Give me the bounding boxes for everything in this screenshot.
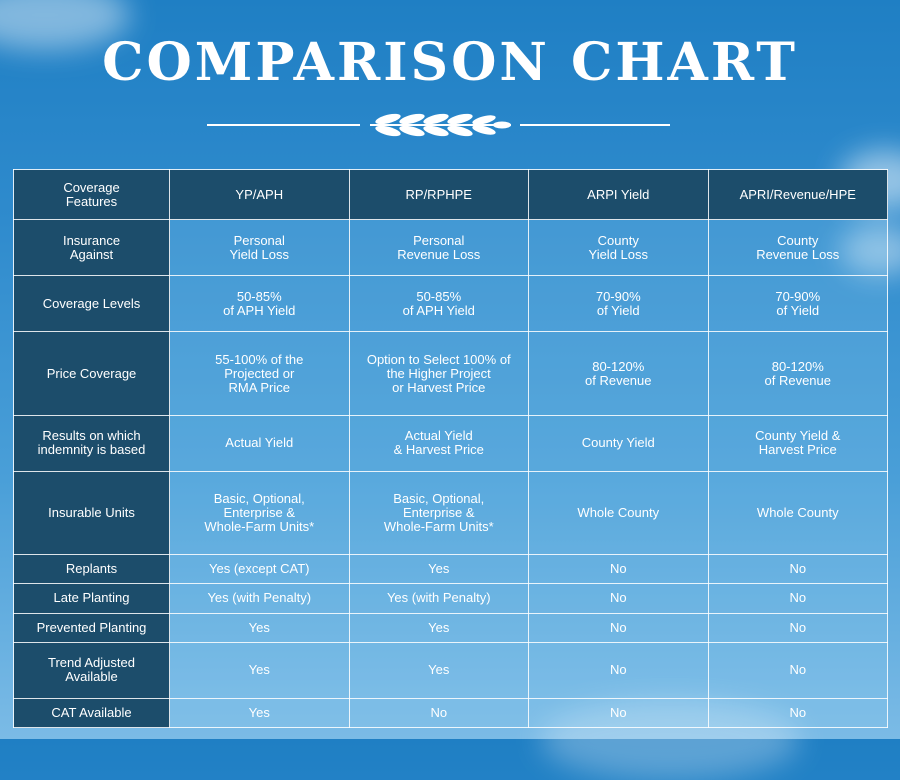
table-cell: Yes (with Penalty) (169, 583, 350, 614)
table-header-row: Coverage Features YP/APH RP/RPHPE ARPI Y… (13, 169, 888, 220)
table-row: Insurance Against Personal Yield Loss Pers… (13, 218, 888, 277)
table-cell: Yes (169, 612, 350, 643)
table-cell: No (348, 697, 529, 729)
table-cell: County Revenue Loss (707, 218, 888, 277)
row-header-cell: Replants (13, 554, 170, 585)
table-cell: No (707, 583, 888, 614)
row-header-cell: Late Planting (13, 583, 170, 614)
table-row: Price Coverage 55-100% of the Projected o… (13, 331, 888, 416)
row-header-cell: CAT Available (13, 697, 170, 729)
table-cell: Yes (169, 697, 350, 729)
row-header-cell: Trend Adjusted Available (13, 641, 170, 699)
table-cell: No (528, 612, 709, 643)
table-cell: Personal Yield Loss (169, 218, 350, 277)
table-cell: 50-85% of APH Yield (348, 275, 529, 333)
table-row: Trend Adjusted Available Yes Yes No No (13, 641, 888, 699)
title-divider (0, 110, 900, 140)
comparison-table: Coverage Features YP/APH RP/RPHPE ARPI Y… (13, 169, 888, 729)
divider-line-right (520, 124, 670, 126)
table-row: Insurable Units Basic, Optional, Enterpri… (13, 471, 888, 556)
table-row: Prevented Planting Yes Yes No No (13, 612, 888, 643)
row-header-cell: Results on which indemnity is based (13, 414, 170, 473)
table-cell: 70-90% of Yield (707, 275, 888, 333)
table-cell: Option to Select 100% of the Higher Proj… (348, 331, 529, 416)
table-cell: Yes (169, 641, 350, 699)
table-cell: Actual Yield (169, 414, 350, 473)
table-cell: No (707, 612, 888, 643)
table-row: Replants Yes (except CAT) Yes No No (13, 554, 888, 585)
table-cell: No (528, 641, 709, 699)
table-row: Results on which indemnity is based Actua… (13, 414, 888, 473)
row-header-cell: Insurable Units (13, 471, 170, 556)
page-title: COMPARISON CHART (102, 32, 798, 93)
table-cell: Yes (except CAT) (169, 554, 350, 585)
table-row: CAT Available Yes No No No (13, 697, 888, 729)
table-cell: Basic, Optional, Enterprise & Whole-Farm… (169, 471, 350, 556)
row-header-cell: Price Coverage (13, 331, 170, 416)
table-cell: Basic, Optional, Enterprise & Whole-Farm… (348, 471, 529, 556)
table-cell: No (528, 697, 709, 729)
row-header-cell: Insurance Against (13, 218, 170, 277)
column-header: YP/APH (169, 169, 350, 220)
table-cell: County Yield (528, 414, 709, 473)
column-header: RP/RPHPE (348, 169, 529, 220)
column-header: Coverage Features (13, 169, 170, 220)
table-cell: Actual Yield & Harvest Price (348, 414, 529, 473)
table-cell: Yes (348, 612, 529, 643)
column-header: ARPI Yield (528, 169, 709, 220)
table-cell: 55-100% of the Projected or RMA Price (169, 331, 350, 416)
table-cell: Yes (with Penalty) (348, 583, 529, 614)
column-header: APRI/Revenue/HPE (707, 169, 888, 220)
table-cell: 80-120% of Revenue (707, 331, 888, 416)
table-cell: 70-90% of Yield (528, 275, 709, 333)
wheat-icon (370, 113, 511, 137)
table-row: Coverage Levels 50-85% of APH Yield 50-85%… (13, 275, 888, 333)
table-cell: No (707, 697, 888, 729)
divider-line-left (207, 124, 360, 126)
table-cell: Yes (348, 554, 529, 585)
table-cell: County Yield & Harvest Price (707, 414, 888, 473)
table-row: Late Planting Yes (with Penalty) Yes (with… (13, 583, 888, 614)
table-cell: No (707, 641, 888, 699)
table-cell: Personal Revenue Loss (348, 218, 529, 277)
table-cell: County Yield Loss (528, 218, 709, 277)
table-cell: 80-120% of Revenue (528, 331, 709, 416)
table-cell: No (528, 554, 709, 585)
table-cell: No (707, 554, 888, 585)
table-cell: No (528, 583, 709, 614)
table-cell: Whole County (707, 471, 888, 556)
row-header-cell: Coverage Levels (13, 275, 170, 333)
row-header-cell: Prevented Planting (13, 612, 170, 643)
table-cell: Whole County (528, 471, 709, 556)
table-cell: 50-85% of APH Yield (169, 275, 350, 333)
table-cell: Yes (348, 641, 529, 699)
